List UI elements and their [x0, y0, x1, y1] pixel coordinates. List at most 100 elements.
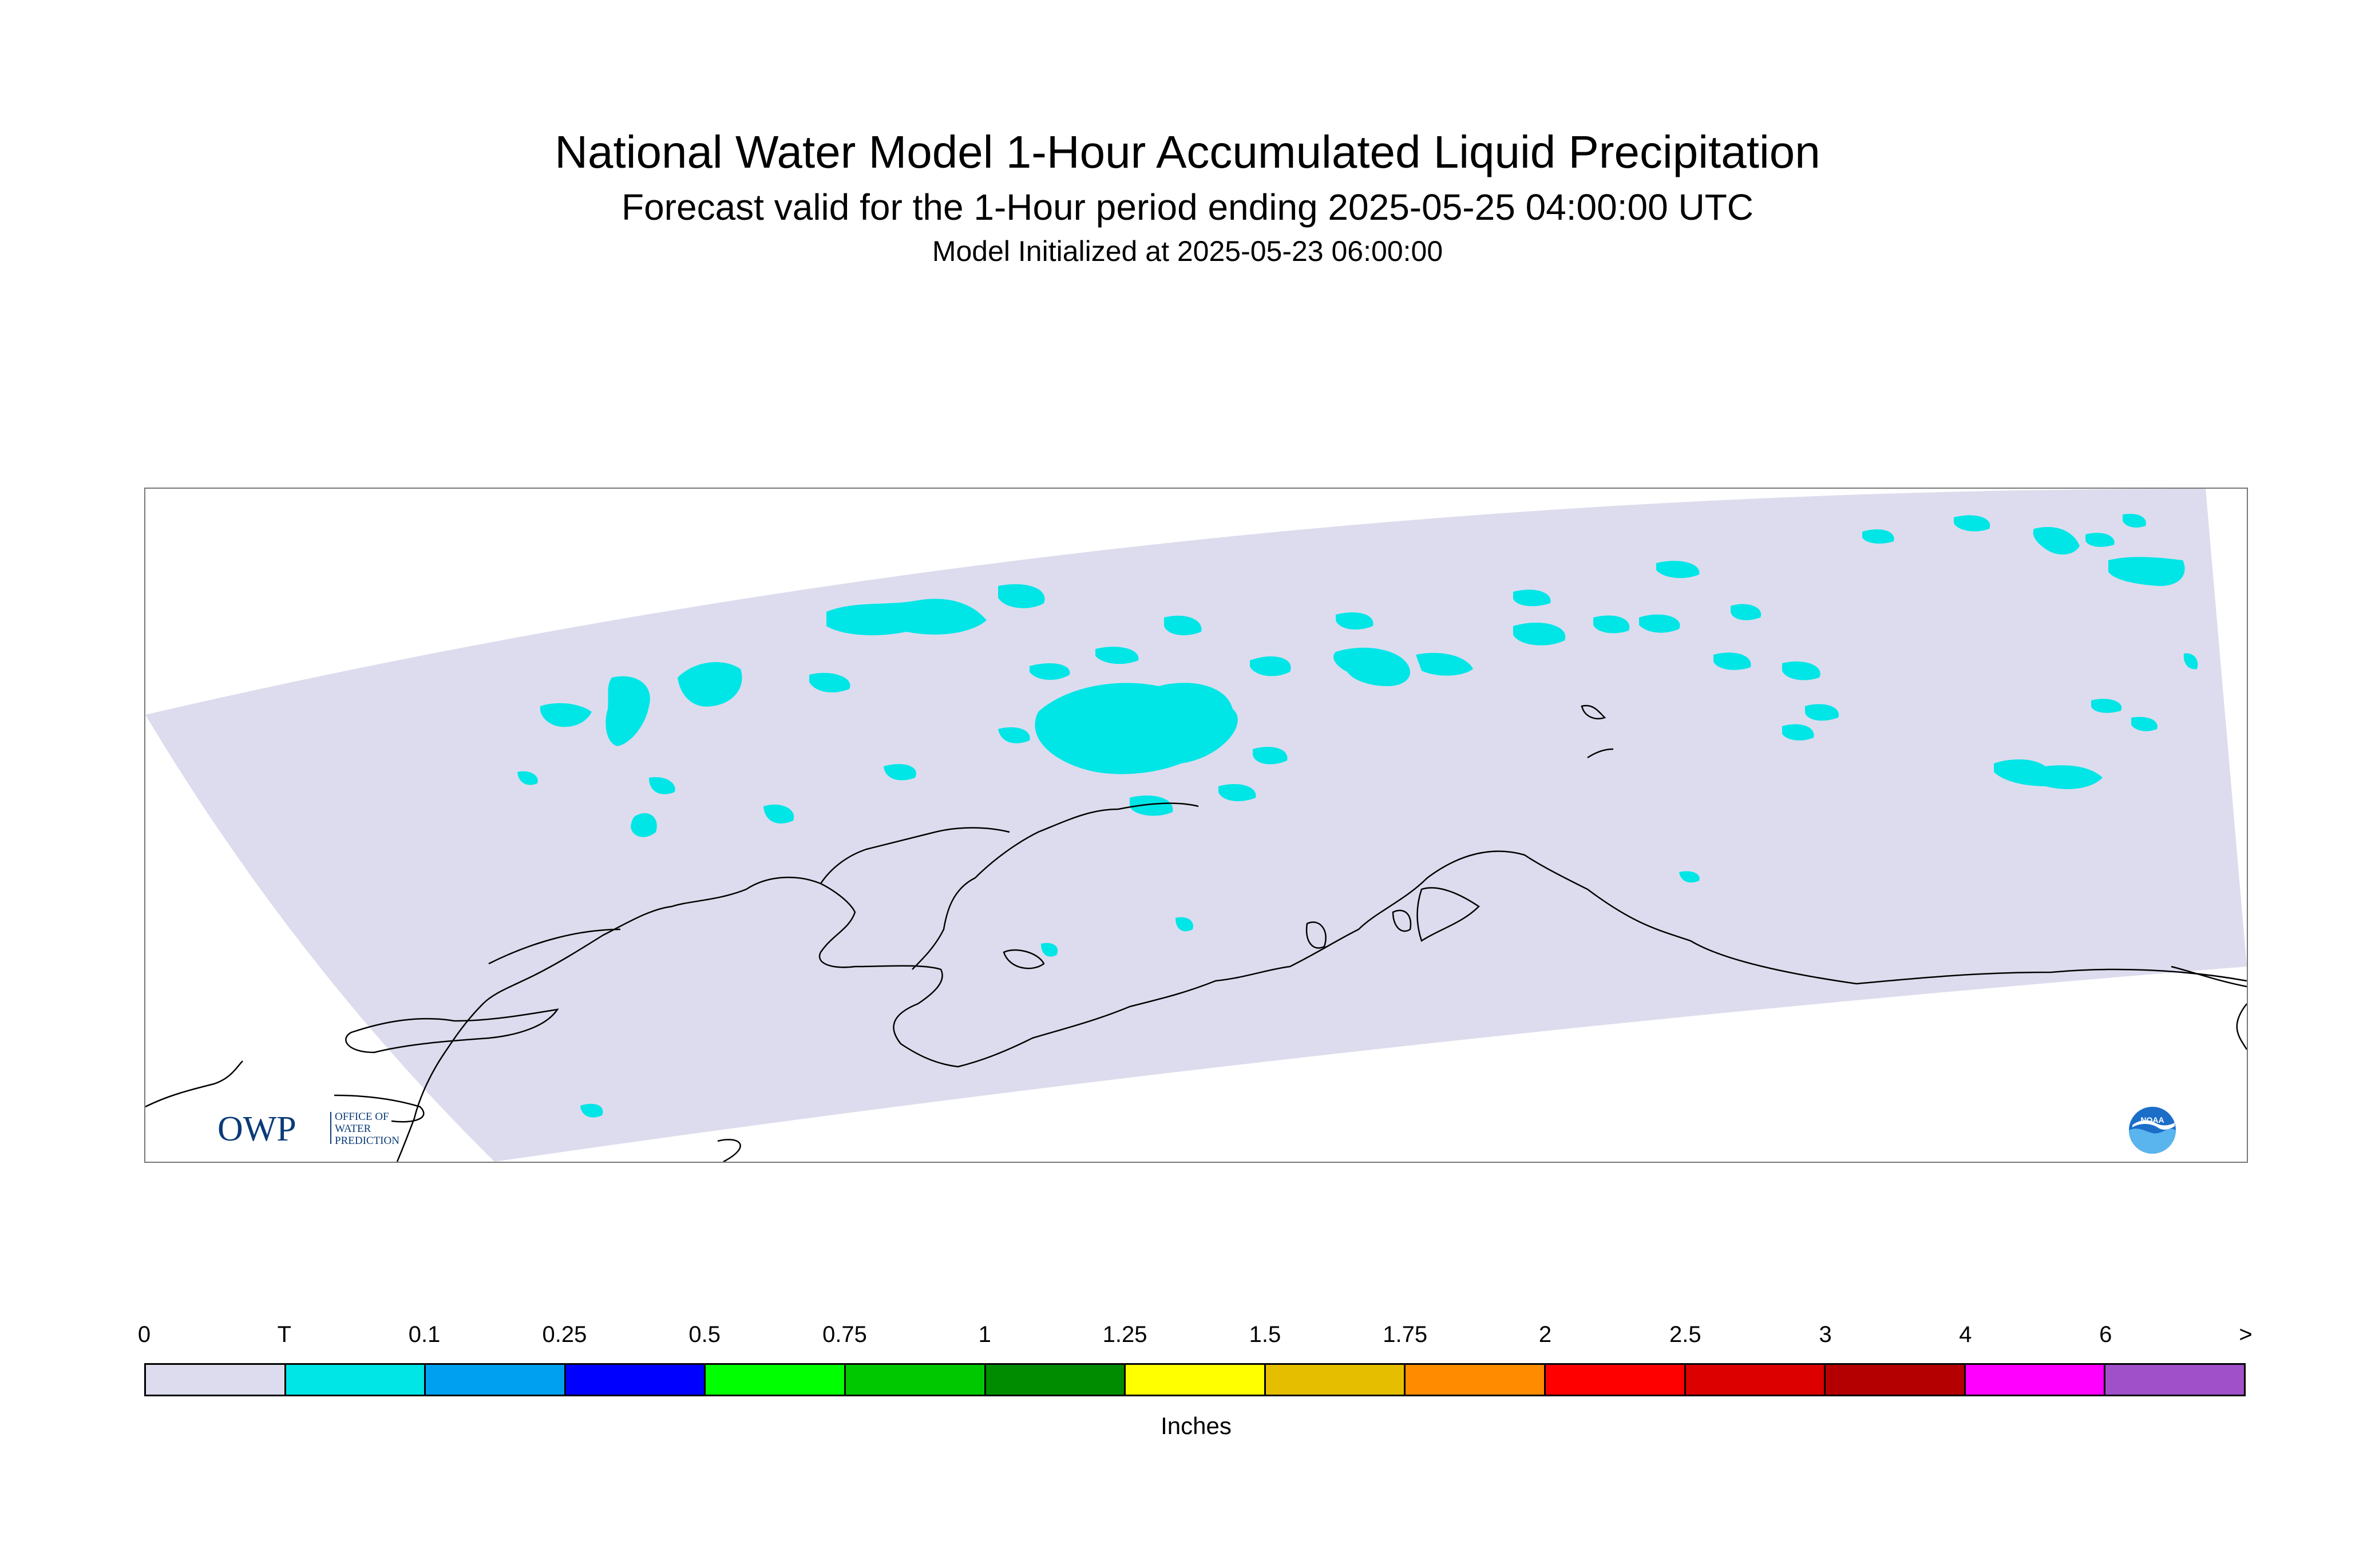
precip-patch: [605, 676, 650, 746]
coastline-segment: [1416, 887, 1480, 942]
precip-patch: [631, 813, 657, 837]
coastline-segment: [1305, 921, 1327, 949]
legend-tick-label: T: [277, 1322, 292, 1347]
legend-tick-label: 3: [1819, 1322, 1832, 1347]
legend-tick-label: 4: [1959, 1322, 1972, 1347]
precip-patch: [1333, 647, 1410, 686]
legend-swatch: [565, 1365, 706, 1395]
precip-patch: [1713, 652, 1751, 670]
precip-patch: [2123, 513, 2146, 528]
precip-patch: [540, 703, 592, 727]
coastline-segment: [1587, 748, 1614, 759]
precip-patch: [1175, 917, 1193, 932]
svg-text:OWP: OWP: [217, 1110, 296, 1147]
precip-patch: [998, 584, 1045, 608]
precip-patch: [2085, 533, 2115, 547]
precip-patch: [2091, 699, 2122, 713]
coastline-segment: [345, 1008, 559, 1054]
precip-patch: [1336, 612, 1373, 630]
coastline-segment: [488, 928, 621, 965]
precip-patch: [1639, 614, 1680, 633]
coastline-segment: [1003, 949, 1045, 969]
precip-patch: [809, 672, 850, 693]
svg-text:NOAA: NOAA: [2140, 1115, 2164, 1124]
legend-swatch: [1406, 1365, 1546, 1395]
legend-swatch: [1126, 1365, 1266, 1395]
legend-swatch: [1685, 1365, 1826, 1395]
legend-tick-label: 1.5: [1249, 1322, 1281, 1347]
legend-tick-label: 0.25: [542, 1322, 587, 1347]
precip-patch: [2131, 716, 2158, 731]
precip-patch: [884, 764, 916, 781]
precip-patch: [1994, 759, 2103, 789]
precip-patch: [2108, 557, 2185, 586]
legend-tick-label: 0: [137, 1322, 151, 1347]
coastline-segment: [1392, 909, 1412, 932]
legend-swatch: [985, 1365, 1126, 1395]
legend-swatch: [845, 1365, 986, 1395]
legend-swatch: [1965, 1365, 2106, 1395]
precip-patch: [580, 1103, 603, 1118]
map-panel: [144, 488, 2248, 1163]
precip-patch: [1954, 515, 1990, 532]
precip-patch: [1253, 747, 1288, 765]
precip-patch: [2033, 526, 2080, 555]
precipitation-map: [145, 489, 2247, 1162]
map-title: National Water Model 1-Hour Accumulated …: [555, 126, 1820, 177]
coastline-segment: [2236, 1003, 2247, 1050]
precip-patch: [1593, 615, 1630, 633]
legend-swatch: [2105, 1365, 2244, 1395]
alaska-coastline: [396, 850, 2247, 1162]
precip-patch: [2183, 653, 2198, 670]
legend-tick-label: 0.1: [408, 1322, 441, 1347]
precip-patch: [517, 771, 538, 785]
precip-patch: [1782, 724, 1814, 741]
precip-patch: [1035, 683, 1238, 774]
legend-tick-label: 1.75: [1383, 1322, 1428, 1347]
precip-patch: [1513, 623, 1566, 646]
legend-swatch: [286, 1365, 426, 1395]
model-init-time: Model Initialized at 2025-05-23 06:00:00: [932, 235, 1443, 267]
svg-text:OFFICE OF: OFFICE OF: [335, 1111, 389, 1123]
precip-patch: [1164, 615, 1202, 636]
coastline-segment: [820, 827, 1010, 884]
legend-tick-label: 2.5: [1669, 1322, 1701, 1347]
legend-tick-label: 2: [1538, 1322, 1552, 1347]
precipitation-areas: [517, 513, 2198, 1118]
legend-tick-label: >: [2239, 1322, 2253, 1347]
legend-color-bar: [144, 1363, 2246, 1396]
legend-swatch: [706, 1365, 846, 1395]
owp-logo: OWP OFFICE OF WATER PREDICTION: [217, 1107, 423, 1149]
precip-patch: [1731, 604, 1762, 620]
precip-patch: [1130, 795, 1173, 816]
precip-patch: [1782, 661, 1820, 680]
coastline-segment: [1581, 704, 1606, 720]
legend-tick-label: 1.25: [1102, 1322, 1147, 1347]
legend-tick-label: 1: [978, 1322, 991, 1347]
legend-tick-label: 0.75: [822, 1322, 867, 1347]
precip-patch: [1805, 704, 1839, 721]
coastline-segment: [912, 802, 1199, 970]
precip-patch: [763, 804, 794, 824]
map-subtitle: Forecast valid for the 1-Hour period end…: [621, 187, 1754, 228]
coastline-segment: [717, 1139, 741, 1162]
precip-patch: [1250, 656, 1291, 676]
precip-patch: [1416, 652, 1473, 676]
svg-text:PREDICTION: PREDICTION: [335, 1135, 399, 1147]
coastline-segment: [2171, 965, 2247, 988]
precip-patch: [1862, 529, 1894, 544]
precip-patch: [1041, 943, 1058, 957]
legend-swatch: [146, 1365, 286, 1395]
precip-patch: [1030, 663, 1070, 680]
legend-swatch: [1545, 1365, 1686, 1395]
noaa-logo-icon: NOAA: [2128, 1106, 2177, 1155]
model-domain: [145, 489, 2247, 1162]
precip-patch: [1095, 647, 1139, 664]
legend-swatch: [1826, 1365, 1966, 1395]
precip-patch: [649, 777, 675, 794]
coastline-segment: [334, 1094, 425, 1123]
legend-swatch: [426, 1365, 566, 1395]
precip-patch: [1218, 784, 1256, 802]
legend-unit-label: Inches: [1161, 1412, 1232, 1439]
precip-patch: [1656, 561, 1700, 579]
